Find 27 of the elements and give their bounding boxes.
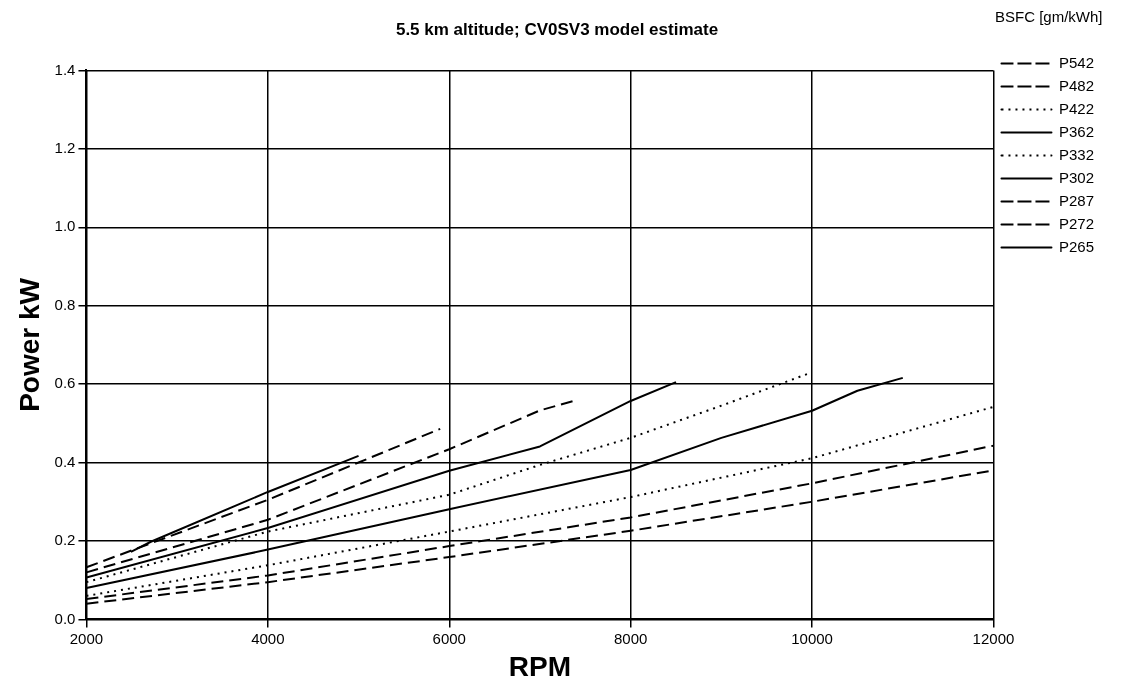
y-tick-label: 0.2 (54, 531, 76, 549)
x-tick-label: 6000 (432, 629, 466, 647)
x-tick-label: 12000 (972, 629, 1015, 647)
y-tick-label: 0.4 (54, 452, 76, 470)
legend-label: P362 (1058, 122, 1095, 140)
legend-label: P542 (1058, 53, 1095, 71)
x-axis-title: RPM (508, 650, 572, 682)
y-axis-title: Power kW (13, 277, 45, 412)
x-tick-label: 10000 (791, 629, 833, 647)
x-tick-label: 2000 (69, 629, 104, 647)
legend-label: P482 (1058, 76, 1095, 94)
chart-title: 5.5 km altitude; CV0SV3 model estimate (395, 19, 719, 39)
legend-label: P287 (1058, 191, 1095, 209)
y-tick-label: 0.0 (54, 609, 76, 627)
legend-label: P422 (1058, 99, 1095, 117)
y-tick-label: 0.6 (54, 374, 76, 392)
y-tick-label: 1.0 (54, 217, 76, 235)
y-tick-label: 0.8 (54, 295, 76, 313)
x-tick-label: 4000 (251, 629, 285, 647)
y-tick-label: 1.4 (54, 60, 76, 78)
x-tick-label: 8000 (613, 629, 648, 647)
legend-label: P272 (1058, 214, 1095, 232)
legend-label: P302 (1058, 168, 1095, 186)
y-tick-label: 1.2 (54, 138, 76, 156)
legend-label: P332 (1058, 145, 1095, 163)
legend-title: BSFC [gm/kWh] (994, 7, 1103, 25)
legend-label: P265 (1058, 237, 1095, 255)
